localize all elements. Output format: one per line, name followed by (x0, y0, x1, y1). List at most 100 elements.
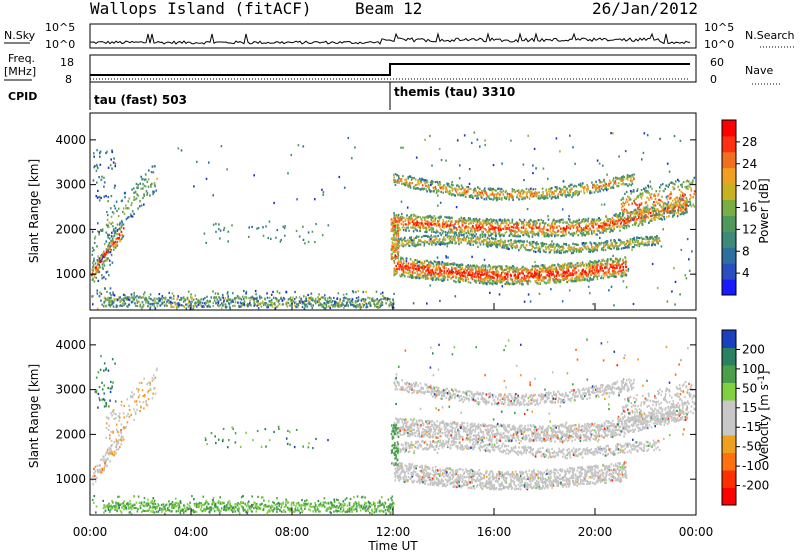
range-cell (441, 264, 444, 267)
range-cell (531, 245, 534, 248)
range-cell (566, 264, 568, 267)
range-cell (448, 193, 451, 196)
range-cell (609, 221, 612, 224)
range-cell (330, 303, 333, 306)
range-cell (600, 265, 603, 268)
range-cell (437, 261, 440, 264)
range-cell (601, 222, 603, 225)
range-cell (486, 238, 488, 241)
range-cell (306, 305, 308, 308)
range-cell (484, 277, 486, 280)
range-cell (648, 237, 650, 240)
range-cell (149, 293, 152, 296)
range-cell (407, 177, 409, 180)
range-cell (474, 279, 477, 282)
range-cell (283, 227, 286, 230)
range-cell (425, 277, 427, 280)
range-cell (152, 190, 155, 193)
range-cell (255, 298, 258, 301)
range-cell (606, 263, 608, 266)
range-cell (479, 228, 482, 231)
range-cell (526, 230, 529, 233)
range-cell (462, 220, 465, 223)
range-cell (555, 220, 558, 224)
range-cell (467, 226, 470, 229)
range-cell (484, 267, 487, 270)
range-cell (430, 234, 432, 237)
range-cell (270, 303, 272, 306)
range-cell (436, 240, 438, 243)
range-cell (639, 209, 641, 212)
range-cell (535, 246, 538, 249)
range-cell (500, 228, 502, 231)
range-cell (437, 183, 440, 186)
range-cell (437, 265, 440, 268)
range-cell (419, 229, 422, 233)
range-cell (495, 265, 498, 269)
range-cell (483, 270, 485, 273)
range-cell (409, 273, 412, 276)
range-cell (121, 199, 124, 202)
range-cell (148, 169, 150, 172)
freq-panel-frame (89, 54, 697, 83)
range-cell (654, 243, 656, 246)
range-cell (509, 268, 512, 271)
range-cell (428, 215, 430, 218)
range-cell (122, 210, 124, 213)
range-cell (331, 300, 334, 303)
range-cell (417, 268, 420, 271)
range-cell (224, 303, 227, 306)
range-cell (459, 268, 461, 271)
range-cell (243, 289, 245, 293)
range-cell (600, 225, 603, 228)
range-cell (412, 219, 415, 222)
range-cell (537, 226, 539, 229)
range-cell (99, 163, 102, 166)
range-cell (494, 230, 497, 233)
range-cell (561, 245, 563, 248)
range-cell (588, 232, 591, 235)
range-cell (625, 273, 627, 276)
range-cell (521, 276, 523, 279)
range-cell (431, 182, 433, 185)
range-cell (108, 301, 110, 304)
range-cell (475, 275, 477, 278)
range-cell (503, 218, 506, 221)
range-cell (426, 185, 429, 188)
range-cell (632, 212, 634, 215)
range-cell (250, 296, 252, 299)
range-cell (426, 223, 429, 226)
range-cell (458, 228, 461, 232)
range-cell (467, 230, 469, 233)
range-cell (617, 214, 619, 217)
range-cell (112, 293, 115, 296)
range-cell (612, 266, 614, 269)
range-cell (647, 211, 650, 215)
range-cell (108, 304, 110, 307)
range-cell (417, 222, 420, 226)
range-cell (310, 298, 313, 302)
range-cell (189, 307, 192, 310)
range-cell (593, 264, 596, 267)
range-cell (177, 304, 179, 307)
range-cell (445, 272, 447, 275)
range-cell (553, 278, 556, 282)
range-cell (103, 252, 106, 255)
range-cell (425, 219, 427, 222)
range-cell (435, 261, 438, 264)
range-cell (573, 232, 575, 235)
range-cell (575, 223, 577, 226)
range-cell (100, 260, 103, 263)
freq-label: Freq. (8, 52, 35, 65)
range-cell (112, 301, 115, 304)
range-cell (537, 271, 539, 275)
range-cell (533, 274, 535, 277)
range-cell (418, 264, 420, 267)
range-cell (449, 192, 452, 195)
range-cell (619, 239, 622, 242)
range-cell (622, 261, 625, 265)
range-cell (491, 220, 493, 223)
range-cell (507, 281, 509, 284)
range-cell (449, 241, 452, 244)
range-cell (620, 242, 622, 245)
